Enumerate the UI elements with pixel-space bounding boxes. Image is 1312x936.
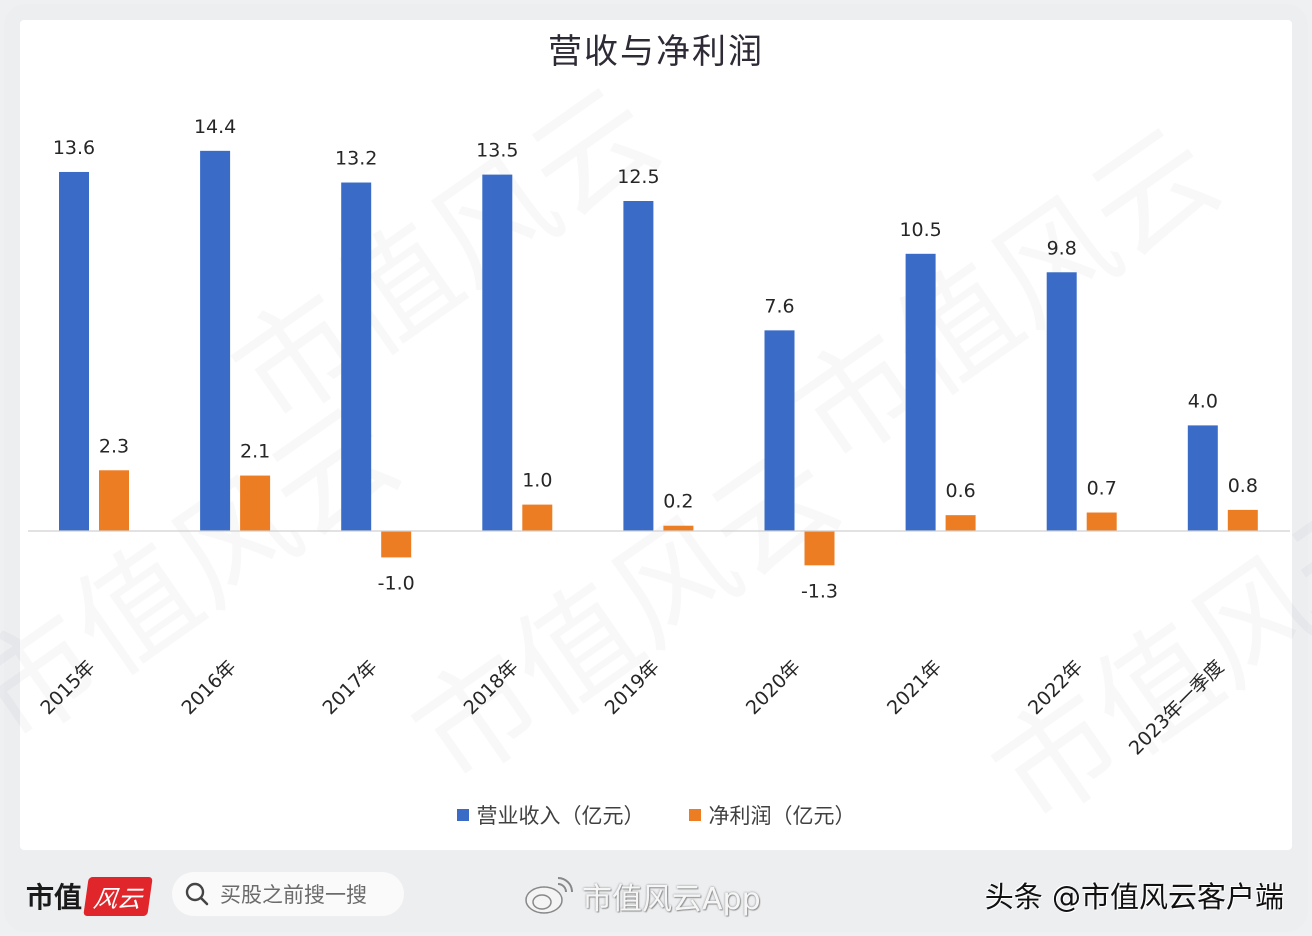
search-placeholder: 买股之前搜一搜 [220, 883, 367, 907]
data-label-net-profit-0: 2.3 [99, 435, 129, 457]
legend: 营业收入（亿元） 净利润（亿元） [0, 800, 1312, 830]
legend-swatch-revenue [456, 809, 469, 821]
bar-revenue-6 [905, 253, 936, 532]
data-label-revenue-8: 4.0 [1188, 390, 1218, 412]
data-label-revenue-6: 10.5 [899, 219, 941, 241]
bar-net-profit-5 [804, 531, 835, 566]
legend-label-net-profit: 净利润（亿元） [708, 804, 856, 828]
bar-net-profit-4 [663, 525, 694, 531]
chart-card [20, 20, 1292, 850]
footer: 市值 风云 买股之前搜一搜 市值风云App 头条 @市值风云客户端 [0, 860, 1312, 930]
bar-revenue-3 [482, 174, 513, 531]
brand-badge: 风云 [83, 876, 153, 916]
bar-revenue-7 [1046, 272, 1077, 531]
weibo-icon [525, 877, 573, 914]
bar-revenue-0 [59, 171, 89, 531]
bar-revenue-2 [341, 182, 372, 531]
data-label-net-profit-5: -1.3 [801, 580, 838, 602]
chart-title: 营收与净利润 [548, 32, 764, 72]
weibo-account: 市值风云App [582, 882, 761, 917]
legend-item-net-profit: 净利润（亿元） [688, 800, 856, 830]
search-icon [185, 882, 209, 906]
data-label-net-profit-8: 0.8 [1228, 475, 1258, 497]
data-label-net-profit-2: -1.0 [378, 572, 415, 594]
data-label-net-profit-6: 0.6 [945, 480, 975, 502]
bar-net-profit-1 [240, 475, 271, 531]
bar-chart: 13.6 2.3 2015年 14.4 2.1 2016年 13.2 -1.0 2017年 13.… [28, 116, 1290, 759]
x-tick-label-3: 2018年 [460, 656, 523, 719]
legend-item-revenue: 营业收入（亿元） [456, 800, 645, 830]
x-tick-label-8: 2023年一季度 [1125, 656, 1228, 759]
x-tick-label-4: 2019年 [601, 656, 664, 719]
bar-net-profit-3 [522, 504, 553, 531]
weibo-watermark: 市值风云App [522, 874, 761, 918]
data-label-revenue-3: 13.5 [476, 140, 518, 162]
data-label-revenue-7: 9.8 [1047, 237, 1077, 259]
bar-revenue-4 [623, 201, 654, 531]
bar-revenue-8 [1187, 425, 1218, 531]
data-label-net-profit-4: 0.2 [663, 491, 693, 513]
source-credit: 头条 @市值风云客户端 [984, 880, 1284, 914]
search-box[interactable]: 买股之前搜一搜 [172, 872, 404, 916]
legend-swatch-net-profit [688, 809, 701, 821]
data-label-revenue-1: 14.4 [194, 116, 236, 138]
bar-net-profit-8 [1227, 509, 1258, 531]
brand-logo: 市值 风云 [26, 876, 153, 916]
bar-revenue-1 [200, 150, 231, 531]
data-label-net-profit-1: 2.1 [240, 441, 270, 463]
data-label-revenue-4: 12.5 [617, 166, 659, 188]
x-tick-label-2: 2017年 [319, 656, 382, 719]
bar-net-profit-0 [99, 470, 129, 531]
data-label-net-profit-7: 0.7 [1087, 478, 1117, 500]
x-tick-label-0: 2015年 [36, 656, 99, 719]
x-tick-label-6: 2021年 [883, 656, 946, 719]
data-label-revenue-5: 7.6 [764, 295, 794, 317]
data-label-revenue-2: 13.2 [335, 148, 377, 170]
data-label-net-profit-3: 1.0 [522, 470, 552, 492]
bar-net-profit-7 [1086, 512, 1117, 531]
legend-label-revenue: 营业收入（亿元） [476, 804, 645, 828]
x-tick-label-5: 2020年 [742, 656, 805, 719]
x-tick-label-7: 2022年 [1024, 656, 1087, 719]
data-label-revenue-0: 13.6 [53, 137, 95, 159]
bar-net-profit-2 [381, 531, 412, 558]
bar-revenue-5 [764, 330, 795, 531]
x-tick-label-1: 2016年 [177, 656, 240, 719]
bar-net-profit-6 [945, 515, 976, 531]
brand-name: 市值 [26, 881, 83, 914]
